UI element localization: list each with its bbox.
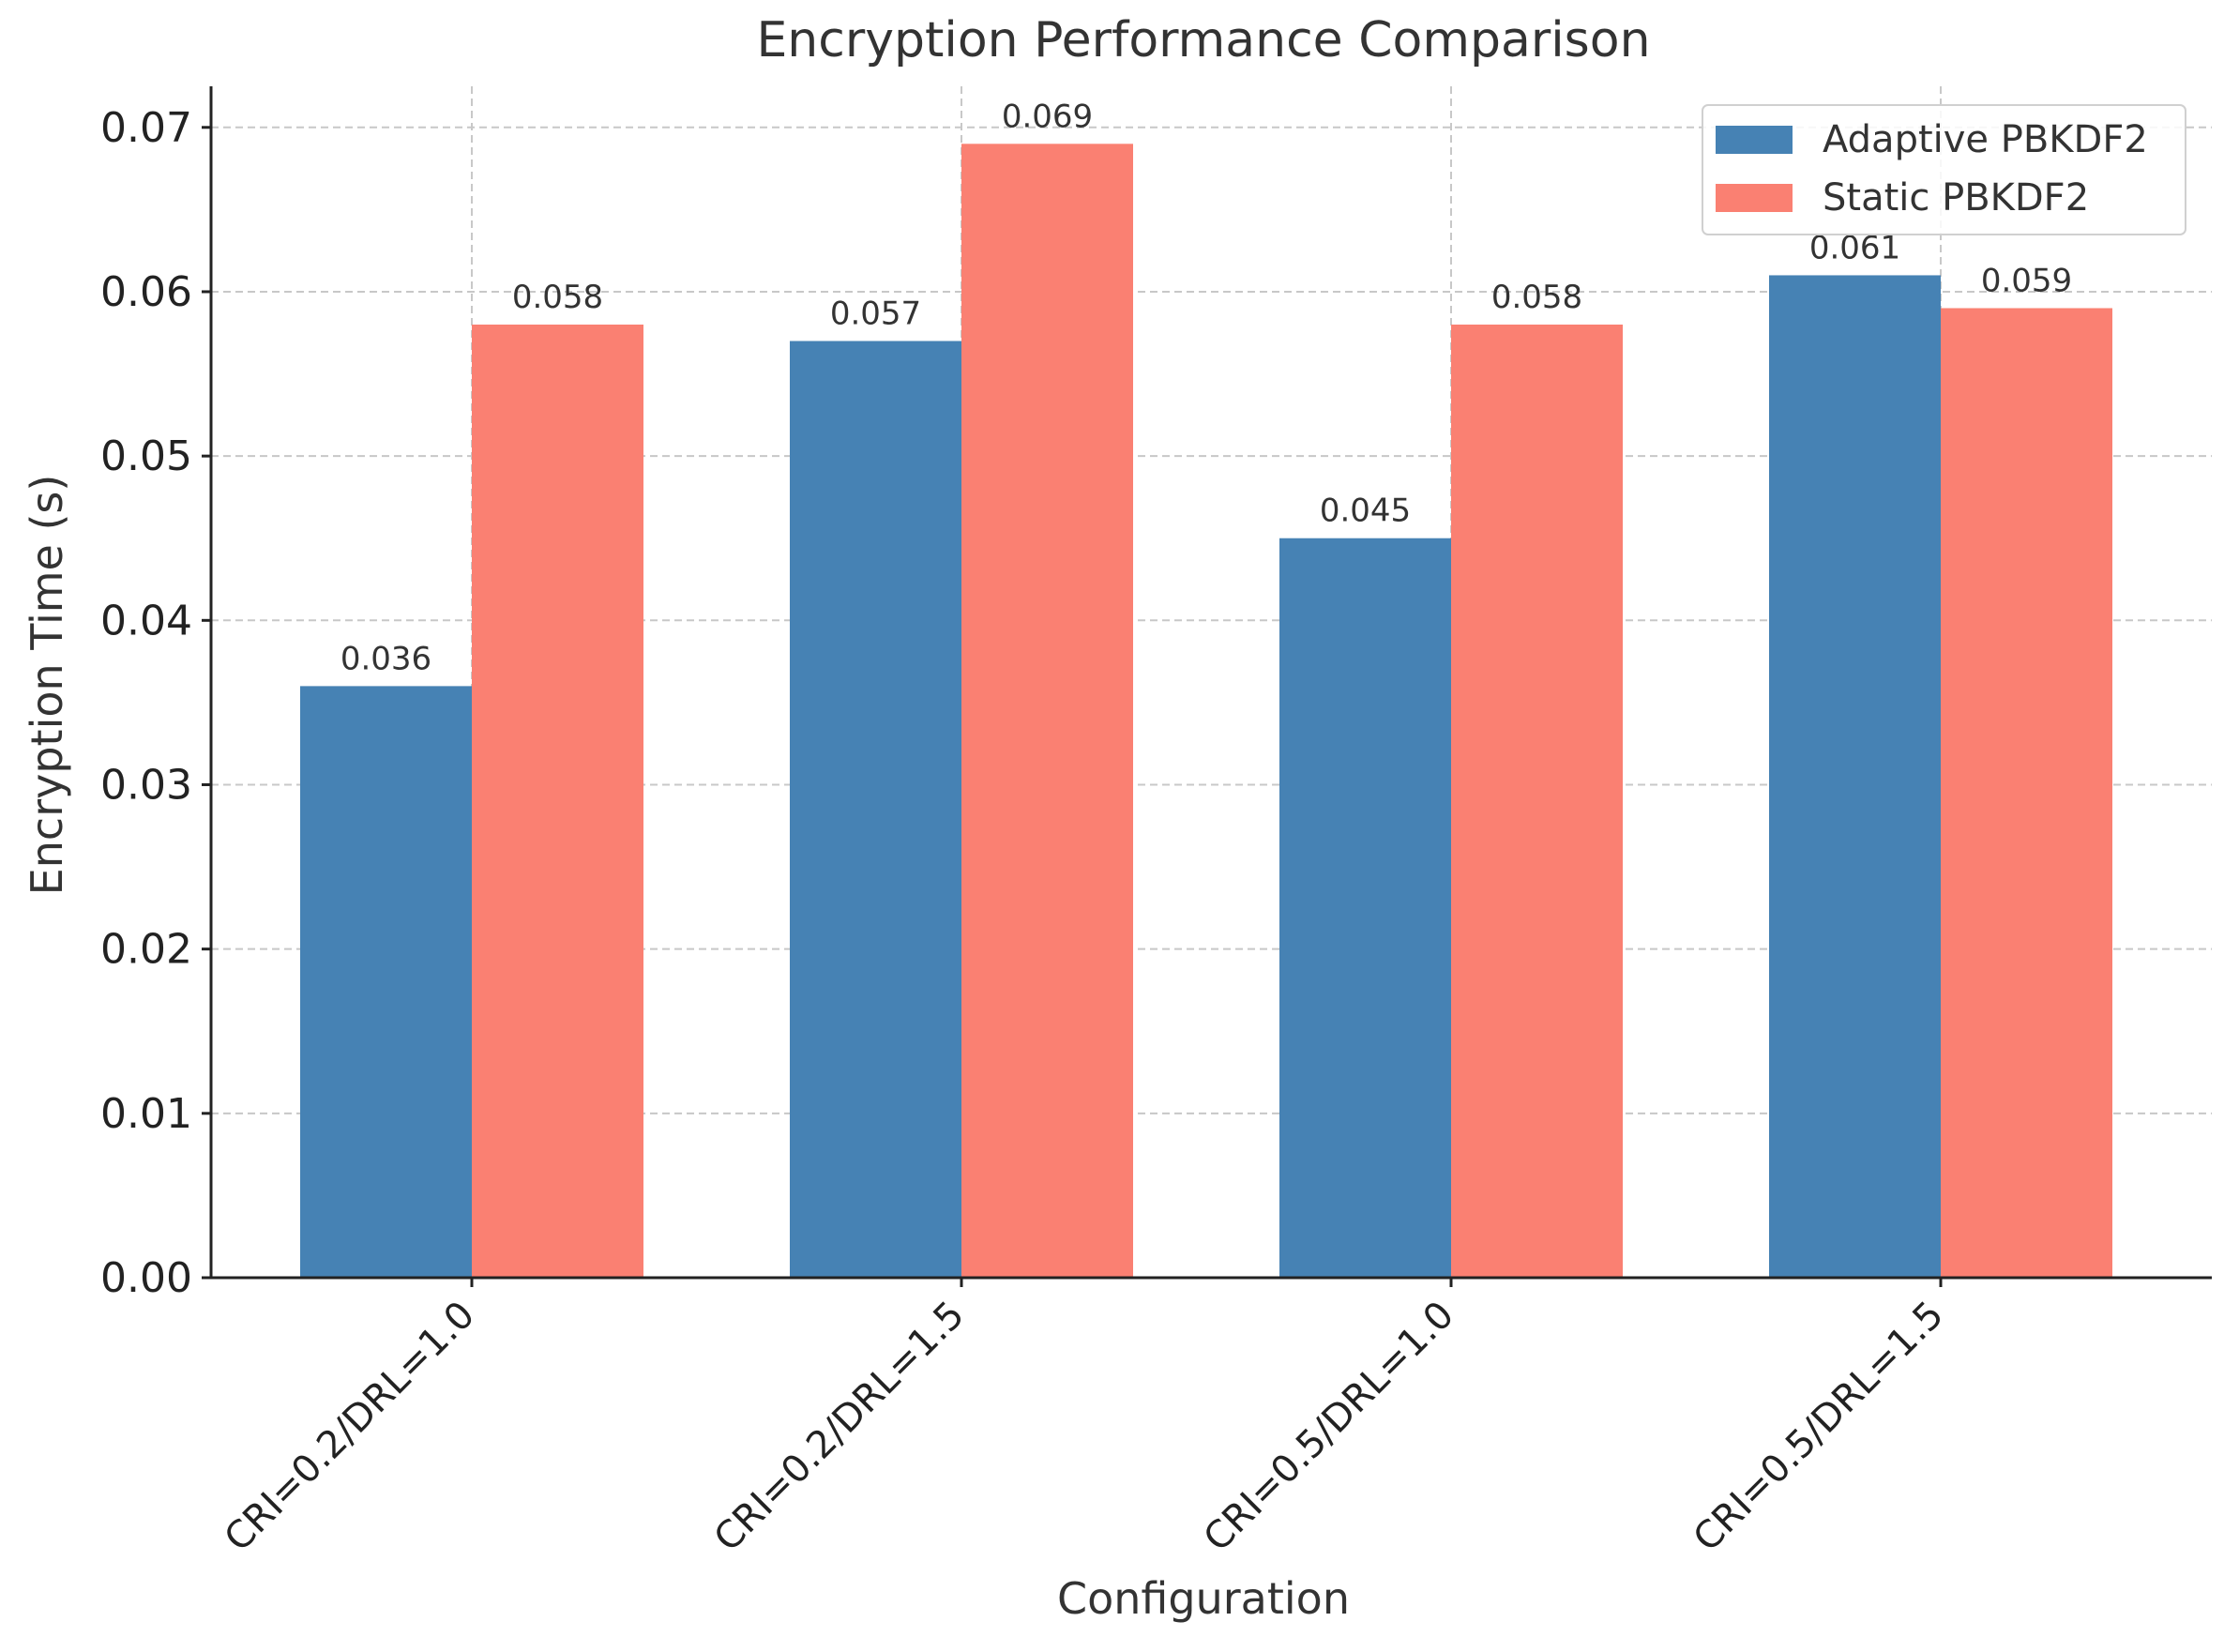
y-tick-label: 0.05 [100,432,192,480]
y-tick-label: 0.01 [100,1090,192,1138]
x-axis-label: Configuration [1057,1573,1350,1624]
y-tick-label: 0.06 [100,268,192,316]
y-tick-label: 0.02 [100,926,192,974]
bar-value-label: 0.058 [1491,279,1582,316]
bar [300,686,472,1278]
bars [300,144,2112,1279]
legend-label: Adaptive PBKDF2 [1823,118,2148,161]
bar-value-label: 0.061 [1809,229,1900,266]
y-axis-label: Encryption Time (s) [22,475,72,896]
bar [1451,325,1623,1278]
legend: Adaptive PBKDF2 Static PBKDF2 [1702,104,2186,235]
bar-value-label: 0.058 [512,279,603,316]
bar-value-labels: 0.036 0.057 0.045 0.061 0.058 0.069 0.058 0.059 [340,98,2072,677]
bar [1279,538,1451,1278]
bar-value-label: 0.045 [1320,493,1411,530]
bar [1941,308,2112,1278]
x-tick-label: CRI=0.2/DRL=1.5 [706,1294,973,1560]
bar-value-label: 0.036 [340,640,431,677]
x-tick-label: CRI=0.5/DRL=1.5 [1686,1294,1952,1560]
y-tick-label: 0.04 [100,597,192,644]
bar [472,325,643,1278]
y-tick-label: 0.07 [100,104,192,152]
legend-swatch [1716,126,1793,154]
legend-label: Static PBKDF2 [1823,176,2089,220]
x-tick-label: CRI=0.2/DRL=1.0 [217,1294,483,1560]
bar-value-label: 0.057 [830,296,921,333]
y-tick-label: 0.00 [100,1254,192,1302]
legend-box [1702,104,2186,235]
x-tick-label: CRI=0.5/DRL=1.0 [1196,1294,1462,1560]
bar [1769,275,1941,1279]
bar [961,144,1133,1279]
bar-value-label: 0.059 [1981,262,2072,299]
legend-swatch [1716,184,1793,212]
bar [790,341,961,1279]
y-tick-label: 0.03 [100,761,192,809]
chart-title: Encryption Performance Comparison [756,12,1650,68]
bar-value-label: 0.069 [1002,98,1093,135]
